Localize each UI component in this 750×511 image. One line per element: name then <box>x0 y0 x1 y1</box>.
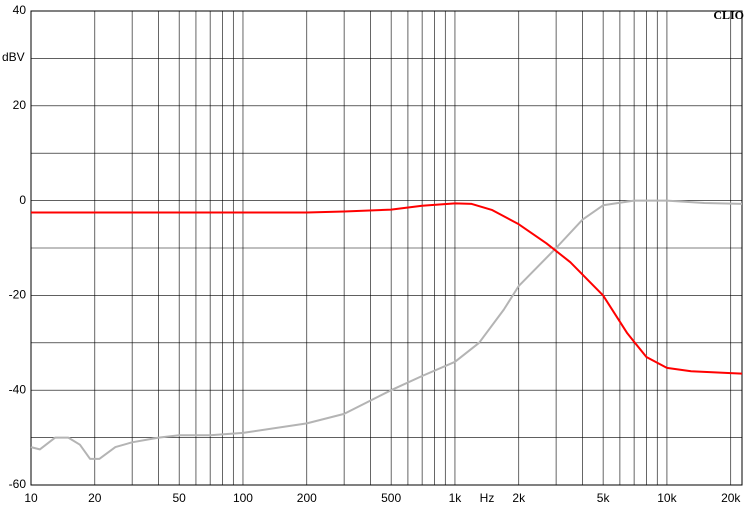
x-tick-label: 10k <box>657 491 677 505</box>
y-tick-label: -20 <box>9 288 27 302</box>
series-line <box>31 202 743 375</box>
y-tick-label: -40 <box>9 382 27 396</box>
x-tick-label: 20 <box>88 491 102 505</box>
y-tick-label: 20 <box>13 98 27 112</box>
x-tick-label: 1k <box>449 491 463 505</box>
y-tick-label: -60 <box>9 477 27 491</box>
y-tick-label: 0 <box>19 193 26 207</box>
x-tick-label: 100 <box>233 491 253 505</box>
x-tick-label: 20k <box>721 491 741 505</box>
x-tick-label: 2k <box>512 491 526 505</box>
x-axis-label: Hz <box>480 491 495 505</box>
x-tick-label: 50 <box>172 491 186 505</box>
y-tick-label: 40 <box>13 3 27 17</box>
y-axis-label: dBV <box>2 50 25 64</box>
plot-frame <box>30 10 743 486</box>
x-tick-label: 200 <box>297 491 317 505</box>
x-tick-label: 5k <box>597 491 611 505</box>
series-line <box>30 199 743 460</box>
brand: CLIO <box>713 8 744 22</box>
x-tick-label: 500 <box>381 491 401 505</box>
x-tick-label: 10 <box>24 491 38 505</box>
